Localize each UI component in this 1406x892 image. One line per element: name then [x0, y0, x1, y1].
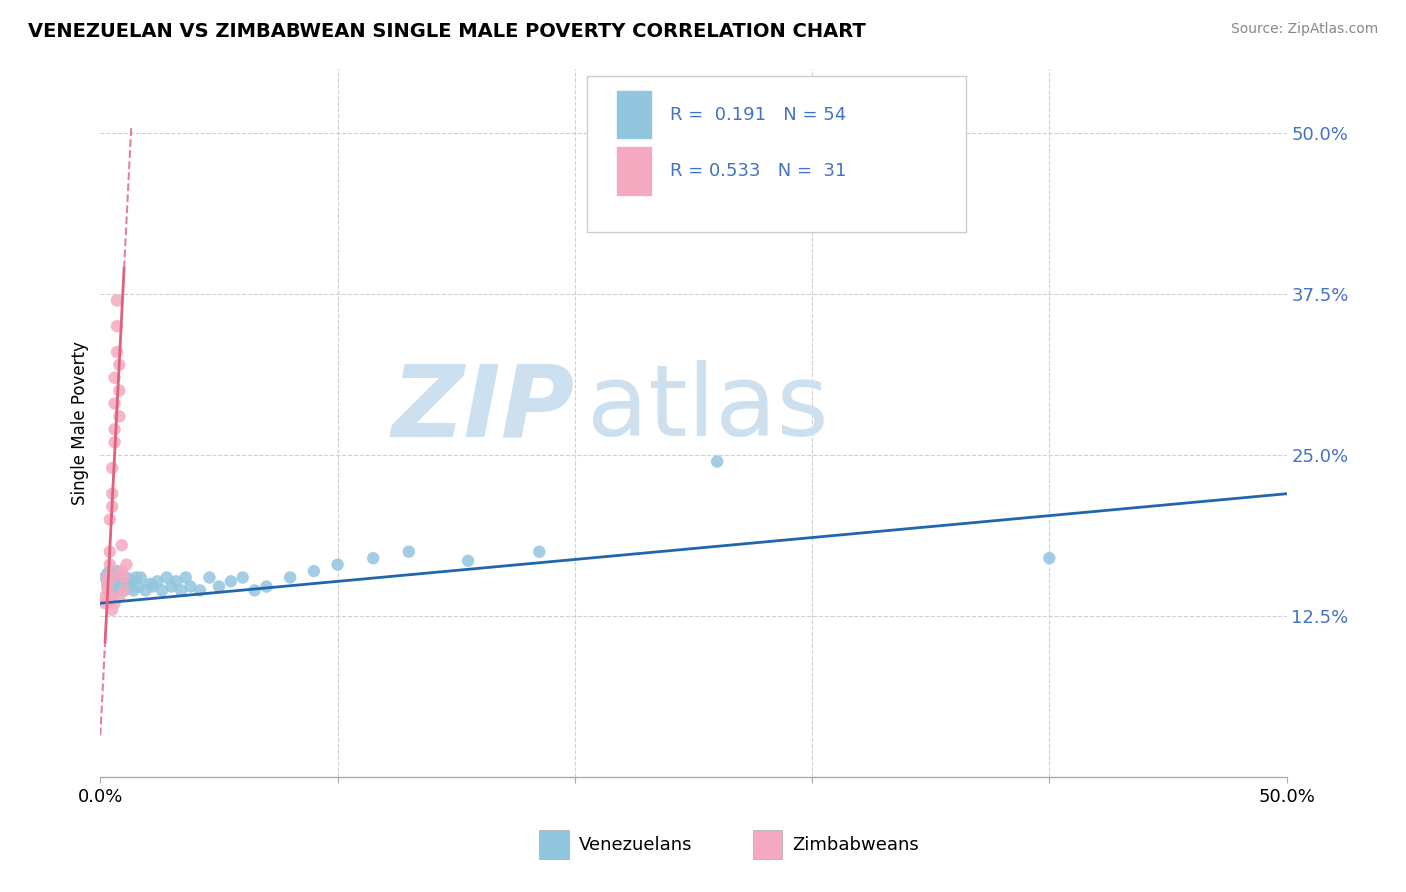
Point	[208, 580, 231, 594]
Point	[103, 596, 125, 610]
Point	[94, 590, 117, 604]
Point	[160, 580, 183, 594]
Point	[179, 580, 201, 594]
Point	[112, 583, 135, 598]
Point	[326, 558, 349, 572]
Point	[98, 545, 121, 559]
Point	[1038, 551, 1060, 566]
Point	[98, 564, 121, 578]
Point	[198, 570, 221, 584]
Bar	[616, 146, 652, 196]
Point	[96, 577, 118, 591]
Point	[127, 580, 149, 594]
Point	[108, 358, 131, 372]
Point	[105, 345, 128, 359]
Point	[111, 538, 134, 552]
Point	[111, 564, 134, 578]
Point	[96, 580, 118, 594]
Point	[101, 587, 124, 601]
Point	[96, 577, 118, 591]
Point	[103, 422, 125, 436]
Point	[150, 583, 173, 598]
Point	[98, 512, 121, 526]
Point	[254, 580, 277, 594]
Point	[101, 603, 124, 617]
Point	[120, 574, 142, 589]
Point	[111, 580, 134, 594]
Point	[108, 590, 131, 604]
Text: VENEZUELAN VS ZIMBABWEAN SINGLE MALE POVERTY CORRELATION CHART: VENEZUELAN VS ZIMBABWEAN SINGLE MALE POV…	[28, 22, 866, 41]
Point	[96, 570, 118, 584]
Text: Zimbabweans: Zimbabweans	[792, 836, 918, 854]
Point	[96, 566, 118, 581]
Point	[108, 384, 131, 398]
Point	[188, 583, 211, 598]
FancyBboxPatch shape	[586, 76, 966, 232]
Point	[146, 574, 169, 589]
Point	[108, 577, 131, 591]
Point	[98, 590, 121, 604]
Bar	[752, 830, 782, 859]
Point	[98, 574, 121, 589]
Point	[105, 564, 128, 578]
Point	[361, 551, 384, 566]
Bar	[540, 830, 569, 859]
Point	[115, 558, 138, 572]
Point	[111, 574, 134, 589]
Point	[302, 564, 325, 578]
Text: R = 0.533   N =  31: R = 0.533 N = 31	[669, 162, 846, 180]
Point	[103, 580, 125, 594]
Point	[165, 574, 187, 589]
Point	[98, 583, 121, 598]
Point	[101, 577, 124, 591]
Text: ZIP: ZIP	[392, 360, 575, 458]
Point	[122, 583, 145, 598]
Point	[219, 574, 242, 589]
Point	[96, 583, 118, 598]
Point	[125, 570, 148, 584]
Point	[170, 583, 193, 598]
Point	[243, 583, 266, 598]
Point	[94, 596, 117, 610]
Point	[101, 570, 124, 584]
Point	[98, 558, 121, 572]
Text: Venezuelans: Venezuelans	[578, 836, 692, 854]
Point	[112, 570, 135, 584]
Point	[118, 580, 141, 594]
Point	[115, 570, 138, 584]
Point	[141, 580, 163, 594]
Text: R =  0.191   N = 54: R = 0.191 N = 54	[669, 105, 846, 124]
Point	[156, 570, 179, 584]
Text: Source: ZipAtlas.com: Source: ZipAtlas.com	[1230, 22, 1378, 37]
Point	[457, 554, 479, 568]
Point	[103, 435, 125, 450]
Point	[706, 454, 728, 468]
Point	[398, 545, 420, 559]
Point	[108, 409, 131, 424]
Point	[94, 570, 117, 584]
Point	[174, 570, 197, 584]
Point	[232, 570, 254, 584]
Point	[278, 570, 301, 584]
Point	[101, 487, 124, 501]
Point	[105, 574, 128, 589]
Point	[129, 570, 152, 584]
Point	[105, 293, 128, 308]
Point	[103, 570, 125, 584]
Text: atlas: atlas	[586, 360, 828, 458]
Point	[103, 396, 125, 410]
Point	[529, 545, 551, 559]
Point	[108, 570, 131, 584]
Point	[139, 577, 162, 591]
Point	[101, 500, 124, 514]
Bar	[616, 90, 652, 139]
Point	[134, 583, 156, 598]
Point	[105, 583, 128, 598]
Point	[112, 583, 135, 598]
Point	[101, 570, 124, 584]
Y-axis label: Single Male Poverty: Single Male Poverty	[72, 341, 89, 505]
Point	[101, 461, 124, 475]
Point	[103, 371, 125, 385]
Point	[105, 319, 128, 334]
